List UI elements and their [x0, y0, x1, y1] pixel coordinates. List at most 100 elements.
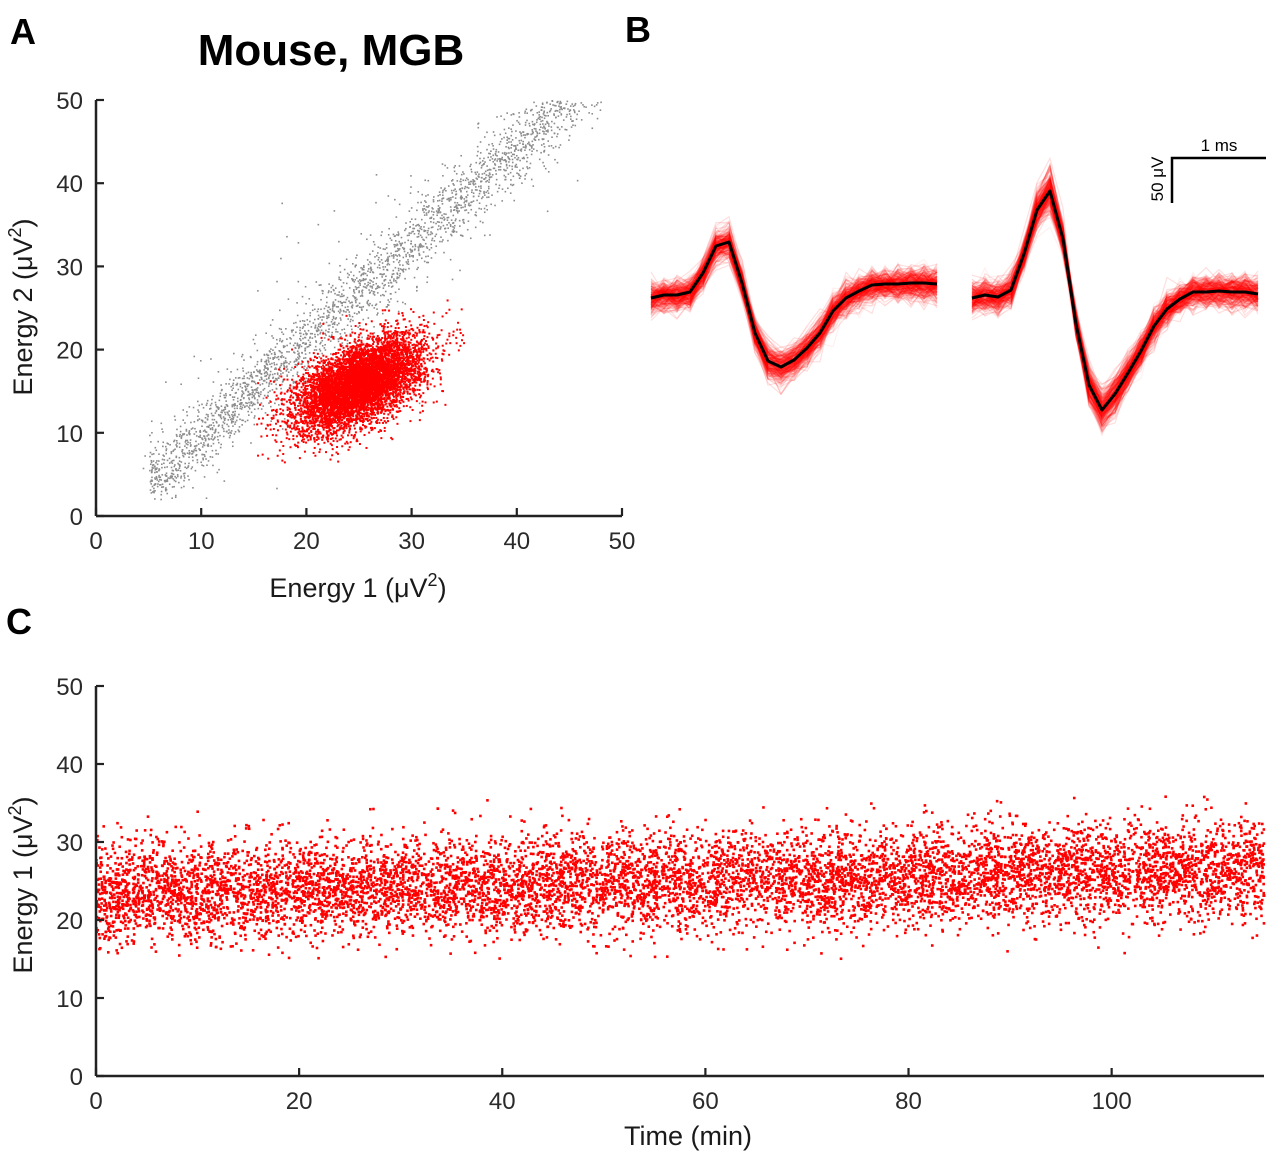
noise-point	[543, 111, 545, 114]
noise-point	[232, 398, 235, 401]
unit-point	[358, 350, 361, 353]
noise-point	[367, 263, 370, 266]
noise-point	[494, 163, 496, 165]
noise-point	[511, 168, 514, 171]
noise-point	[487, 156, 490, 159]
noise-point	[396, 273, 399, 275]
unit-point	[372, 407, 375, 410]
noise-point	[207, 445, 209, 447]
unit-point	[378, 370, 381, 373]
noise-point	[354, 265, 357, 268]
unit-point	[313, 393, 316, 396]
noise-point	[283, 418, 286, 420]
noise-point	[166, 492, 169, 495]
noise-point	[556, 110, 559, 112]
noise-point	[248, 406, 250, 408]
noise-point	[437, 211, 440, 214]
noise-point	[484, 161, 486, 163]
noise-point	[326, 317, 329, 319]
noise-point	[506, 152, 508, 155]
noise-point	[437, 208, 439, 210]
unit-point	[316, 352, 319, 355]
noise-point	[541, 116, 543, 119]
unit-point	[462, 334, 465, 337]
noise-point	[223, 430, 225, 433]
unit-point	[452, 330, 455, 333]
unit-point	[431, 336, 434, 339]
noise-point	[544, 123, 547, 126]
unit-point	[302, 441, 305, 444]
noise-point	[409, 226, 411, 228]
unit-point	[336, 421, 339, 424]
noise-point	[292, 329, 294, 331]
noise-point	[538, 132, 541, 135]
noise-point	[473, 179, 475, 182]
noise-point	[285, 369, 288, 372]
noise-point	[279, 338, 281, 340]
noise-point	[461, 197, 463, 199]
noise-point	[260, 408, 263, 410]
noise-point	[171, 476, 173, 479]
noise-point	[427, 229, 429, 232]
noise-point	[250, 371, 252, 374]
unit-point	[298, 402, 301, 405]
unit-point	[392, 335, 395, 338]
noise-point	[469, 183, 472, 185]
noise-point	[477, 185, 480, 188]
unit-point	[275, 422, 278, 425]
noise-point	[526, 160, 528, 163]
unit-point	[360, 347, 363, 350]
noise-point	[470, 208, 473, 211]
noise-point	[507, 137, 510, 140]
unit-point	[321, 379, 324, 382]
noise-point	[524, 110, 527, 113]
noise-point	[190, 421, 192, 424]
noise-point	[504, 132, 507, 135]
noise-point	[267, 391, 270, 394]
noise-point	[296, 358, 298, 361]
unit-point	[408, 370, 411, 373]
noise-point	[431, 226, 434, 228]
noise-point	[355, 277, 358, 279]
noise-point	[155, 468, 158, 471]
noise-point	[393, 243, 396, 246]
noise-point	[437, 194, 440, 197]
noise-point	[332, 315, 335, 318]
noise-point	[237, 429, 240, 431]
noise-point	[155, 475, 158, 478]
noise-point	[361, 309, 363, 311]
noise-point	[353, 281, 356, 283]
noise-point	[223, 417, 226, 420]
noise-point	[290, 369, 292, 371]
noise-point	[520, 135, 523, 137]
noise-point	[540, 106, 543, 108]
noise-point	[370, 269, 373, 272]
noise-point	[222, 428, 225, 430]
noise-point	[507, 157, 510, 159]
unit-point	[329, 362, 332, 365]
noise-point	[479, 141, 482, 143]
noise-point	[193, 449, 196, 451]
noise-point	[154, 483, 156, 486]
noise-point	[280, 356, 283, 359]
noise-point	[330, 353, 332, 355]
noise-point	[394, 240, 397, 242]
unit-point	[358, 406, 361, 409]
noise-point	[465, 209, 468, 211]
noise-point	[366, 302, 369, 305]
noise-point	[551, 120, 553, 123]
noise-point	[178, 467, 181, 470]
noise-point	[416, 229, 419, 232]
noise-point	[417, 248, 420, 250]
noise-point	[229, 394, 231, 396]
unit-point	[266, 434, 269, 437]
noise-point	[534, 136, 536, 138]
noise-point	[198, 448, 200, 450]
noise-point	[427, 261, 430, 264]
noise-point	[157, 483, 159, 485]
noise-point	[434, 252, 437, 254]
noise-point	[445, 189, 447, 192]
noise-point	[508, 158, 511, 161]
noise-point	[406, 234, 409, 237]
noise-point	[503, 136, 505, 139]
